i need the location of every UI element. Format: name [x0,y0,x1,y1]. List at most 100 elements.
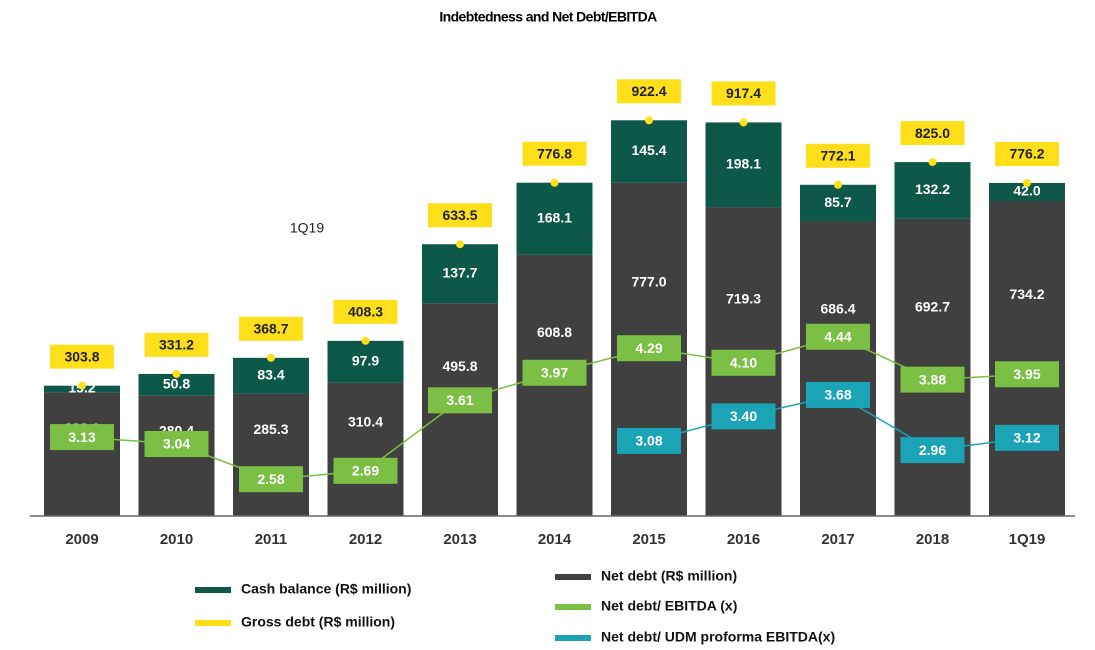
data-label: 3.88 [919,371,946,387]
total-dot [928,158,937,167]
data-label: 42.0 [1013,183,1040,199]
total-label-box [617,79,681,104]
bar-segment [422,244,498,304]
total-label-box [900,121,965,146]
x-tick-label: 1Q19 [1009,531,1046,548]
bar-segment [611,120,687,183]
data-label: 3.97 [541,364,568,380]
data-label: 633.5 [442,207,477,223]
ratio-box [50,424,114,451]
x-tick-label: 2017 [821,531,854,548]
bar-segment [894,162,971,219]
data-label: 825.0 [915,125,950,141]
data-label: 922.4 [631,83,666,99]
data-label: 917.4 [726,85,761,101]
total-label-box [333,299,398,324]
bar-segment [989,201,1065,516]
data-label: 145.4 [631,142,666,158]
legend-label: Gross debt (R$ million) [241,614,395,630]
data-label: 4.44 [824,328,851,344]
legend-swatch [195,620,231,626]
data-label: 85.7 [824,194,851,210]
bar-segment [233,393,309,516]
x-tick-label: 2012 [349,531,382,548]
data-label: 97.9 [352,353,379,369]
data-label: 495.8 [442,358,477,374]
data-label: 2.58 [257,471,284,487]
legend-swatch [555,574,591,580]
total-label-box [806,143,870,168]
x-tick-label: 2015 [632,531,665,548]
data-label: 3.08 [635,433,662,449]
total-dot [172,369,181,378]
total-dot [361,336,370,345]
bar-segment [138,373,215,396]
data-label: 2.96 [919,442,946,458]
ratio-box [711,403,776,430]
data-label: 83.4 [257,366,284,382]
legend-label: Net debt (R$ million) [601,568,737,584]
legend-label: Net debt/ UDM proforma EBITDA(x) [601,629,835,645]
data-label: 3.40 [730,408,757,424]
total-label-box [428,203,492,228]
data-label: 3.12 [1013,430,1040,446]
data-label: 3.61 [446,392,473,408]
total-dot [267,353,275,362]
data-label: 692.7 [915,299,950,315]
legend-swatch [195,587,231,593]
data-label: 608.8 [537,324,572,340]
x-tick-label: 2010 [160,531,193,548]
total-dot [78,381,86,390]
legend-label: Cash balance (R$ million) [241,581,411,597]
total-label-box [711,81,776,106]
total-label-box [144,332,209,357]
x-tick-label: 2014 [538,531,572,548]
x-tick-label: 2016 [727,531,760,548]
ratio-box [428,387,492,414]
x-tick-label: 2018 [916,531,949,548]
bar-segment [233,357,309,394]
data-label: 734.2 [1009,286,1044,302]
data-label: 168.1 [537,209,572,225]
total-label-box [239,316,303,341]
data-label: 198.1 [726,156,761,172]
bar-segment [989,183,1065,202]
legend-swatch [555,635,591,641]
ratio-box [995,424,1059,451]
data-label: 3.13 [68,429,95,445]
data-label: 4.10 [730,354,757,370]
ratio-box [522,359,587,386]
bar-segment [44,392,120,516]
bar-segment [705,122,782,208]
data-label: 719.3 [726,291,761,307]
bar-segment [327,382,404,516]
bar-segment [327,340,404,383]
legend-label: Net debt/ EBITDA (x) [601,598,737,614]
x-tick-label: 2013 [443,531,476,548]
total-label-box [522,141,587,166]
total-label-box [50,344,114,369]
data-label: 331.2 [159,337,194,353]
annotation: 1Q19 [290,220,324,236]
ratio-box [806,323,870,350]
total-dot [550,178,559,187]
data-label: 368.7 [253,321,288,337]
total-label-box [995,142,1059,167]
ratio-box [333,457,398,484]
chart-title: Indebtedness and Net Debt/EBITDA [439,9,657,25]
total-dot [456,240,464,249]
ratio-box [144,430,209,457]
total-dot [645,116,653,125]
data-label: 50.8 [163,376,190,392]
data-label: 776.2 [1009,146,1044,162]
ratio-box [900,366,965,393]
data-label: 285.3 [253,421,288,437]
ratio-box [995,361,1059,388]
total-dot [739,118,748,127]
data-label: 310.4 [348,413,383,429]
data-label: 132.2 [915,181,950,197]
data-label: 4.29 [635,340,662,356]
data-label: 3.68 [824,387,851,403]
legend-swatch [555,604,591,610]
ratio-box [806,381,870,408]
